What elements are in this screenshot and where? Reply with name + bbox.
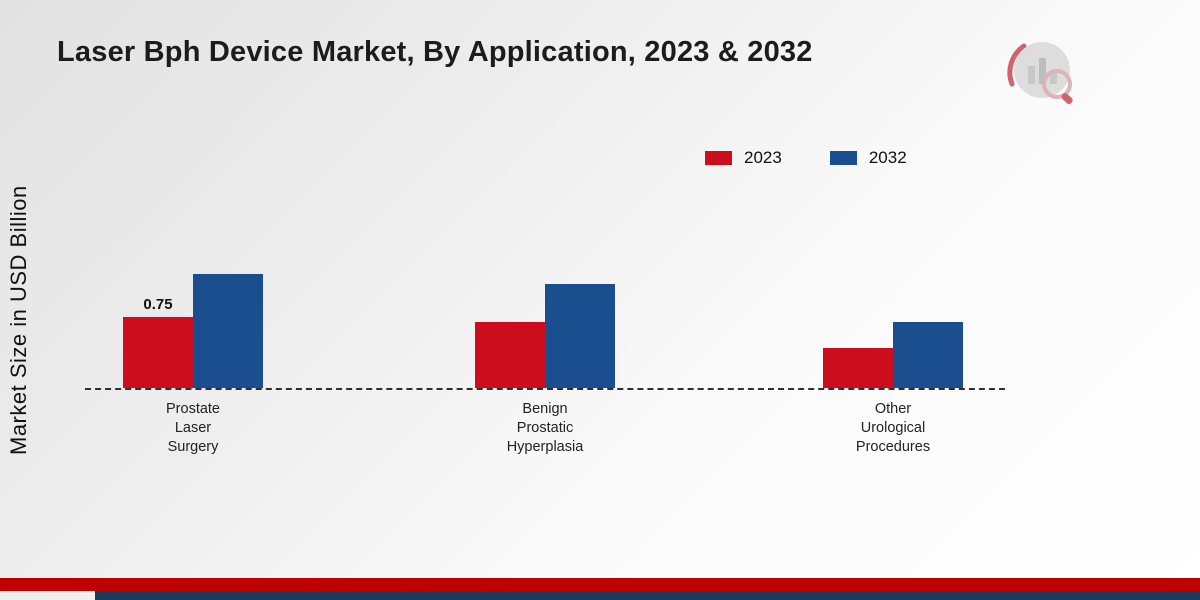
chart-title: Laser Bph Device Market, By Application,… bbox=[57, 36, 813, 68]
bar-2023-0 bbox=[123, 316, 193, 388]
plot-area: 0.75 Prostate Laser Surgery Benign Prostatic H… bbox=[85, 128, 1005, 455]
bar-2032-2 bbox=[893, 321, 963, 388]
legend-item-2023: 2023 bbox=[705, 148, 782, 168]
bar-2023-1 bbox=[475, 321, 545, 388]
brand-logo-icon bbox=[1007, 42, 1073, 104]
bar-group-1: Benign Prostatic Hyperplasia bbox=[460, 283, 630, 455]
bar-group-2: Other Urological Procedures bbox=[808, 321, 978, 455]
bar-2032-1 bbox=[545, 283, 615, 388]
category-label-1: Benign Prostatic Hyperplasia bbox=[506, 401, 584, 455]
legend-swatch-2023 bbox=[705, 151, 732, 165]
bar-group-0: 0.75 Prostate Laser Surgery bbox=[108, 274, 278, 455]
legend-label: 2023 bbox=[744, 148, 782, 167]
bar-value-label: 0.75 bbox=[143, 295, 173, 313]
bar-2032-0 bbox=[193, 274, 263, 388]
category-label-0: Prostate Laser Surgery bbox=[166, 401, 220, 455]
bar-2023-2 bbox=[823, 348, 893, 388]
legend-item-2032: 2032 bbox=[829, 148, 907, 168]
category-label-2: Other Urological Procedures bbox=[855, 401, 931, 455]
footer-red-stripe bbox=[0, 578, 1200, 591]
legend-swatch-2032 bbox=[829, 151, 857, 165]
chart-legend: 2023 2032 bbox=[705, 148, 907, 168]
y-axis-label: Market Size in USD Billion bbox=[6, 185, 31, 455]
footer-navy-stripe bbox=[95, 591, 1200, 600]
legend-label: 2032 bbox=[868, 148, 907, 167]
